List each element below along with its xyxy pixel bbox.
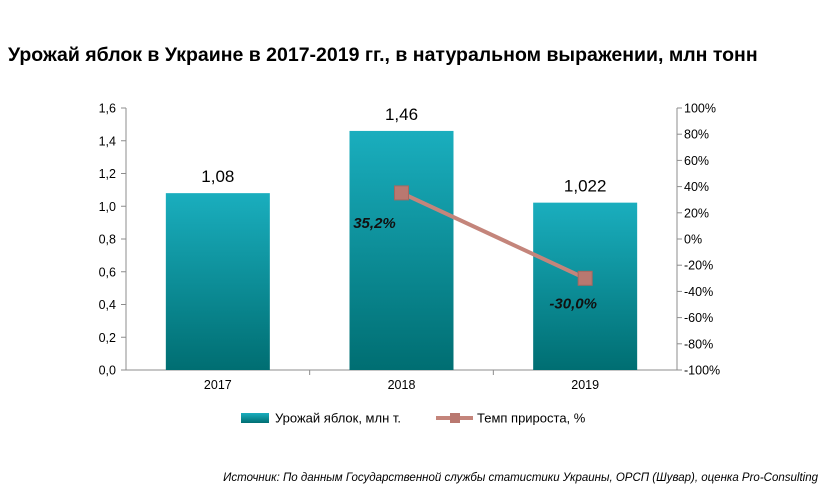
growth-value-label: 35,2% (353, 215, 396, 232)
legend-bar-swatch (241, 413, 269, 423)
right-tick-label: 100% (684, 102, 716, 116)
left-tick-label: 1,0 (99, 200, 116, 214)
right-tick-label: -100% (684, 364, 720, 378)
left-tick-label: 0,0 (99, 364, 116, 378)
right-tick-label: -60% (684, 311, 713, 325)
left-tick-label: 1,4 (99, 134, 116, 148)
left-tick-label: 0,8 (99, 233, 116, 247)
left-tick-label: 1,6 (99, 102, 116, 116)
x-tick-label: 2019 (571, 378, 599, 392)
bar (349, 130, 454, 370)
bar-value-label: 1,022 (564, 177, 607, 196)
right-tick-label: 0% (684, 233, 702, 247)
growth-value-label: -30,0% (549, 295, 597, 312)
growth-marker (394, 185, 409, 201)
left-tick-label: 0,2 (99, 331, 116, 345)
right-tick-label: -80% (684, 337, 713, 351)
x-tick-label: 2017 (204, 378, 232, 392)
bar (533, 202, 638, 370)
growth-marker (577, 270, 593, 286)
growth-line (400, 191, 587, 281)
right-tick-label: 60% (684, 154, 709, 168)
left-tick-label: 0,4 (99, 298, 116, 312)
bar-value-label: 1,08 (201, 167, 234, 186)
left-tick-label: 1,2 (99, 167, 116, 181)
left-tick-label: 0,6 (99, 265, 116, 279)
right-tick-label: 80% (684, 128, 709, 142)
legend-line-marker (450, 413, 460, 423)
bar (165, 193, 270, 370)
right-tick-label: -40% (684, 285, 713, 299)
legend-line-label: Темп прироста, % (477, 411, 586, 426)
right-tick-label: 40% (684, 180, 709, 194)
x-tick-label: 2018 (388, 378, 416, 392)
legend-bar-label: Урожай яблок, млн т. (275, 411, 401, 426)
bar-value-label: 1,46 (385, 105, 418, 124)
chart-title: Урожай яблок в Украине в 2017-2019 гг., … (8, 44, 758, 66)
right-tick-label: -20% (684, 259, 713, 273)
source-note: Источник: По данным Государственной служ… (223, 472, 818, 484)
right-tick-label: 20% (684, 206, 709, 220)
